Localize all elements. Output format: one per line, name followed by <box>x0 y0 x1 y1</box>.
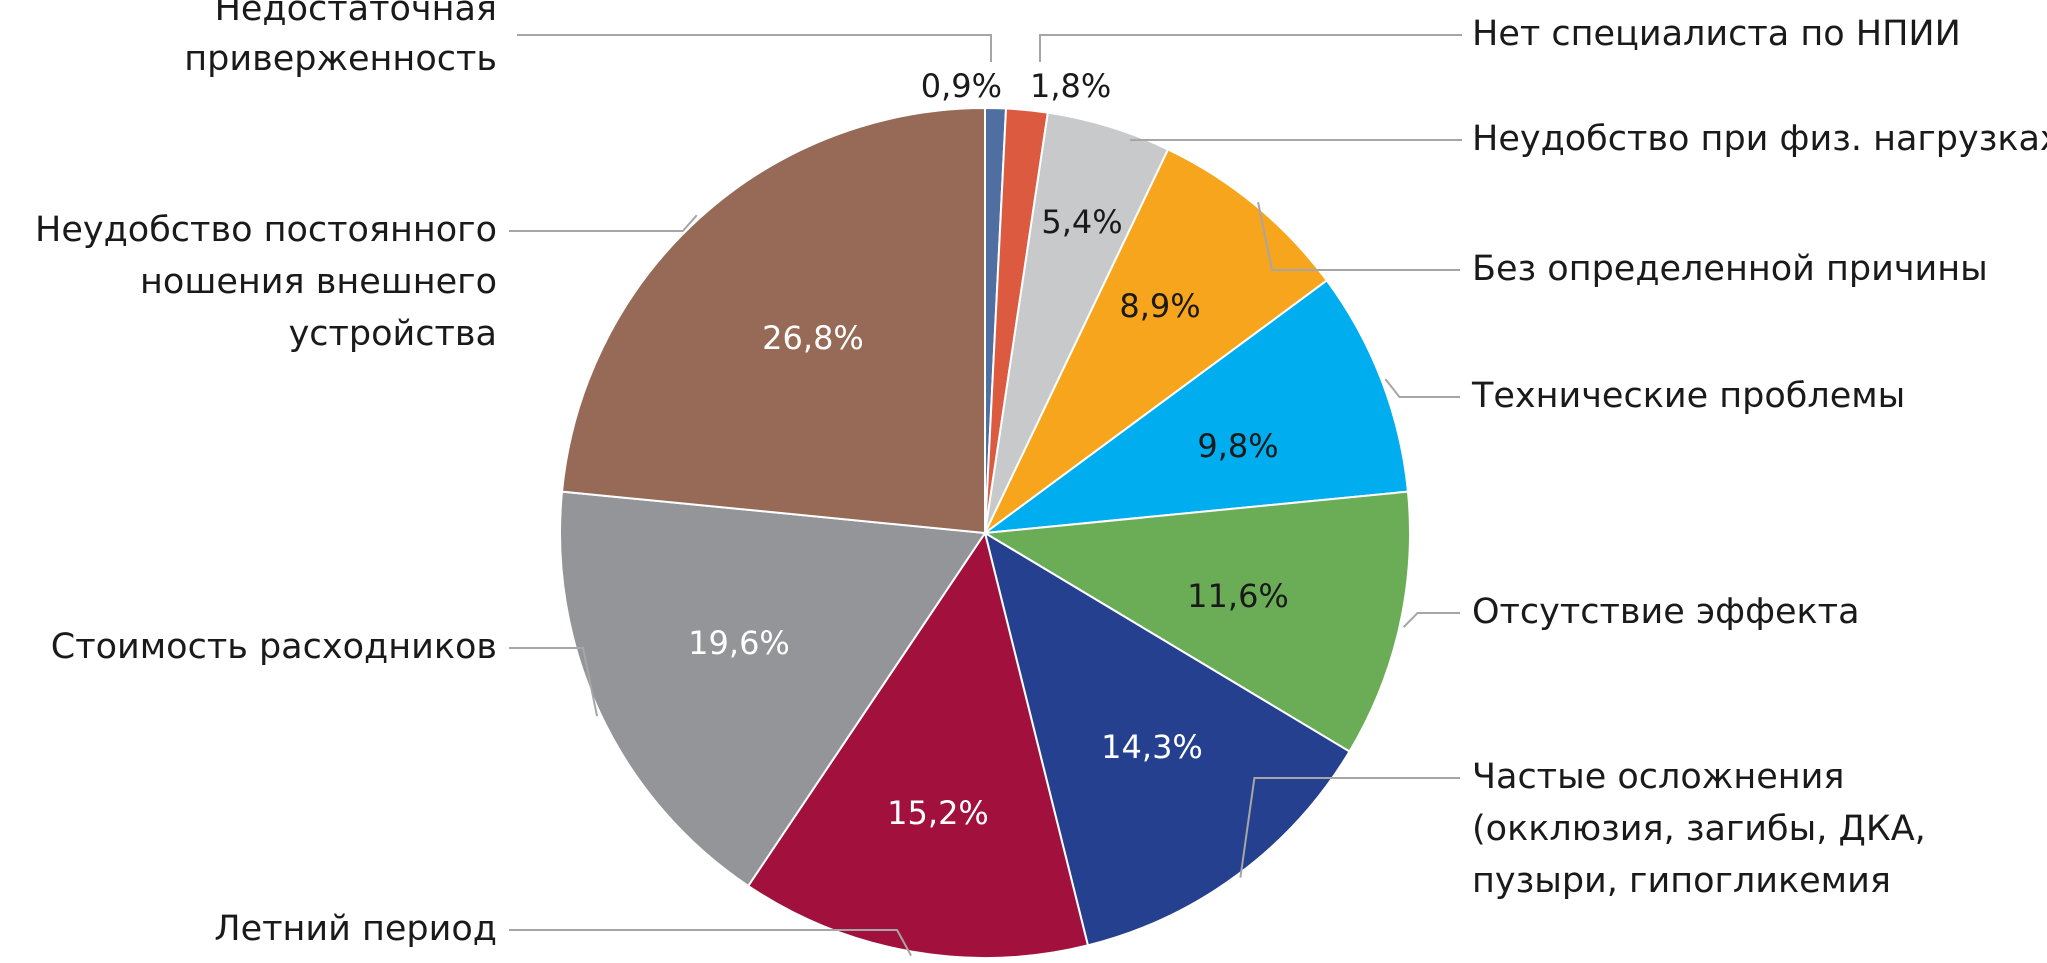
pie-slice <box>981 490 1411 753</box>
slice-value-label: 11,6% <box>1187 577 1289 615</box>
percent-labels: 0,9% 1,8% 5,4% 8,9% 9,8% 11,6% 14,3% 15,2% 19,6%… <box>688 67 1289 832</box>
slice-category-label: Отсутствие эффекта <box>1472 592 1860 632</box>
pie-slices <box>559 106 1411 959</box>
slice-category-label: Стоимость расходников <box>51 627 497 667</box>
leader-line <box>509 214 698 232</box>
pie-slice <box>560 106 986 535</box>
pie-slice <box>981 279 1410 535</box>
leader-line <box>509 647 599 717</box>
slice-value-label: 19,6% <box>688 624 790 662</box>
leader-line <box>1384 378 1460 398</box>
slice-value-label: 8,9% <box>1119 287 1200 325</box>
leader-line <box>1257 201 1460 271</box>
pie-slice <box>746 530 1090 959</box>
leader-line <box>509 929 912 957</box>
leader-line <box>1039 34 1462 62</box>
slice-value-label: 5,4% <box>1041 203 1122 241</box>
leader-line <box>1402 612 1460 628</box>
pie-slice <box>983 530 1351 947</box>
leader-line <box>517 34 992 62</box>
slice-category-label: Без определенной причины <box>1472 249 1988 289</box>
slice-value-label: 1,8% <box>1030 67 1111 105</box>
slice-category-label: Неудобство постоянного ношения внешнего ус… <box>35 210 497 354</box>
slice-category-label: Летний период <box>214 909 497 949</box>
slice-category-label: Частые осложнения (окклюзия, загибы, ДКА,… <box>1472 757 1926 901</box>
slice-value-label: 0,9% <box>921 67 1002 105</box>
slice-category-label: Недостаточная приверженность <box>184 0 497 79</box>
slice-category-label: Нет специалиста по НПИИ <box>1472 14 1961 54</box>
slice-value-label: 9,8% <box>1197 427 1278 465</box>
slice-value-label: 15,2% <box>887 794 989 832</box>
slice-category-label: Неудобство при физ. нагрузках <box>1472 119 2047 159</box>
slice-value-label: 26,8% <box>762 319 864 357</box>
pie-slice <box>559 490 987 888</box>
leader-line <box>1239 777 1460 878</box>
slice-value-label: 14,3% <box>1101 728 1203 766</box>
category-labels: Недостаточная приверженность Нет специалис… <box>35 0 2047 949</box>
leader-lines <box>509 34 1462 957</box>
slice-category-label: Технические проблемы <box>1471 376 1905 416</box>
